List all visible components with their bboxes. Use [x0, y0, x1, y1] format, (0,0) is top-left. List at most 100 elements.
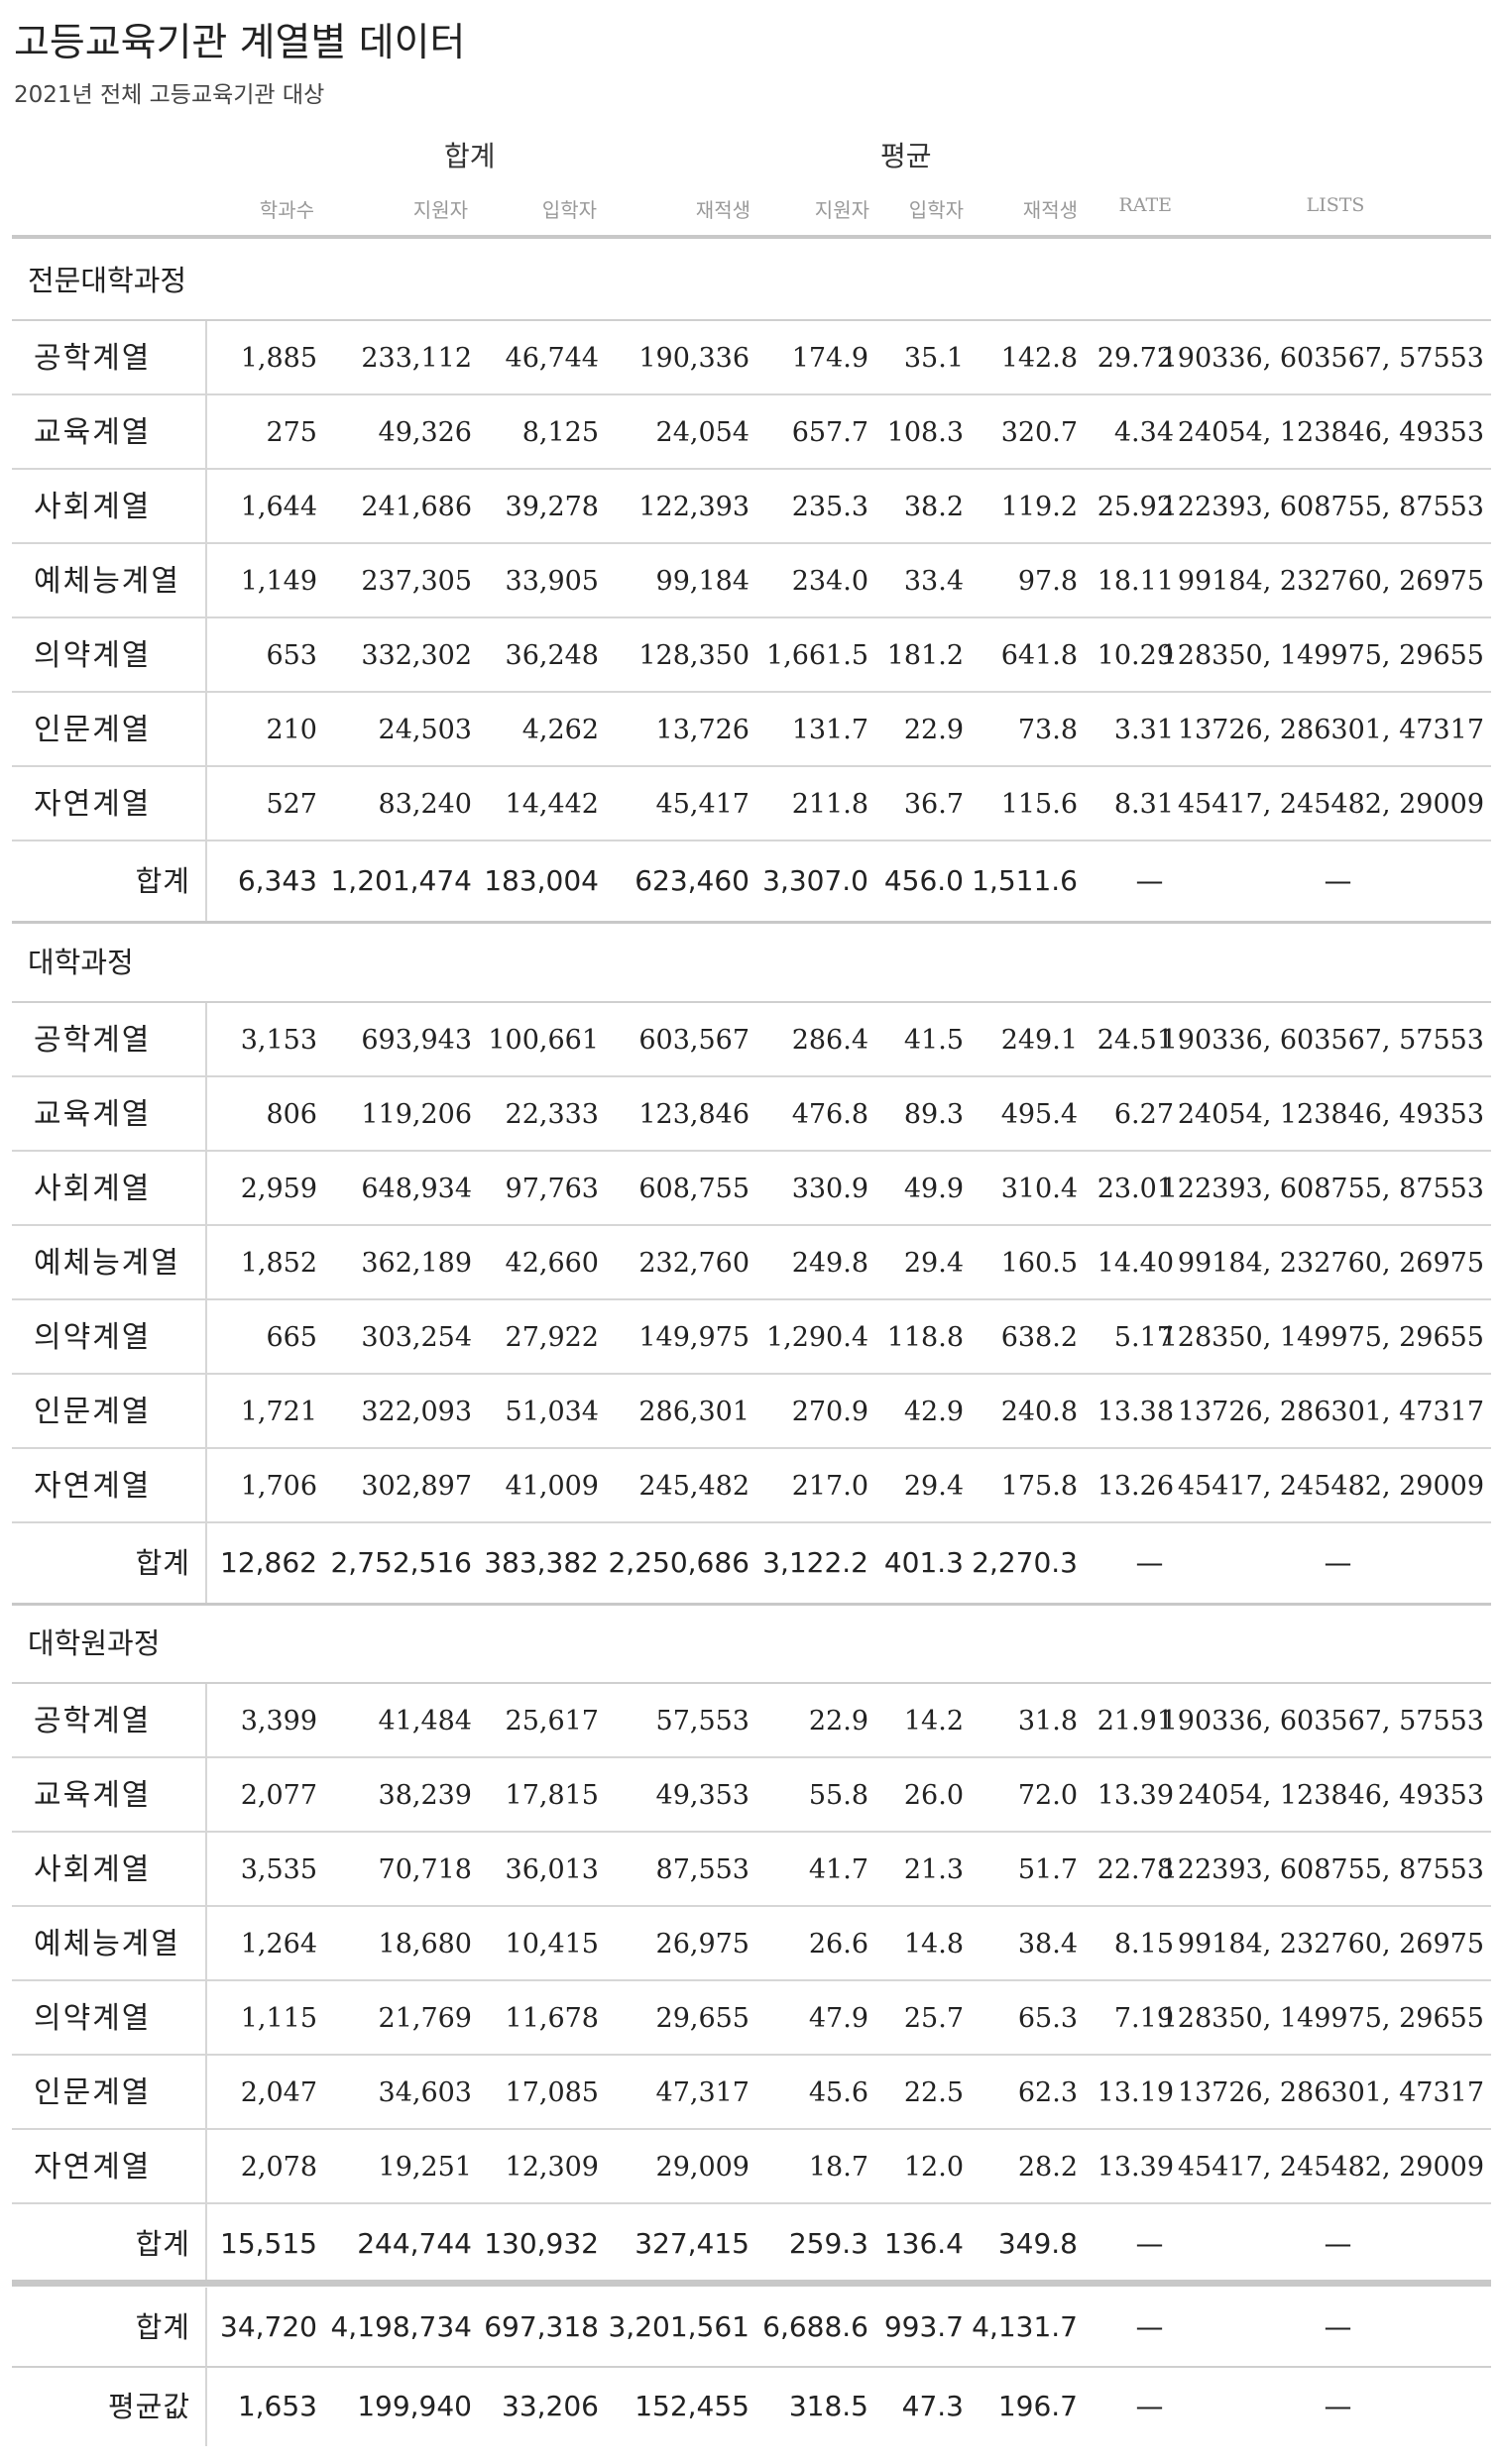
- cell-avg-applicants: 3,307.0: [762, 864, 868, 897]
- cell-avg-applicants: 18.7: [808, 2152, 868, 2183]
- row-label: 사회계열: [34, 1172, 152, 1206]
- cell-departments: 1,885: [240, 343, 317, 374]
- row-label: 자연계열: [34, 1469, 152, 1504]
- row-divider: [12, 1224, 1491, 1226]
- cell-admitted: 383,382: [484, 1546, 599, 1579]
- cell-avg-applicants: 286.4: [791, 1025, 868, 1056]
- cell-rate: 13.39: [1097, 2152, 1174, 2183]
- cell-departments: 6,343: [237, 864, 317, 897]
- cell-departments: 653: [266, 640, 317, 671]
- cell-enrolled: 57,553: [655, 1706, 750, 1736]
- col-header-enrolled: 재적생: [695, 198, 750, 222]
- cell-avg-admitted: 36.7: [903, 789, 964, 820]
- table-row: 인문계열 1,721 322,093 51,034 286,301 270.9 42.9 24…: [12, 1375, 1491, 1449]
- cell-avg-enrolled: 28.2: [1017, 2152, 1078, 2183]
- cell-enrolled: 2,250,686: [608, 1546, 750, 1579]
- cell-enrolled: 87,553: [655, 1854, 750, 1885]
- cell-enrolled: 327,415: [635, 2227, 750, 2260]
- cell-avg-enrolled: 73.8: [1017, 715, 1078, 745]
- cell-admitted: 27,922: [505, 1322, 599, 1353]
- cell-rate: —: [1135, 2310, 1164, 2343]
- cell-avg-enrolled: 349.8: [997, 2227, 1078, 2260]
- cell-rate: 8.15: [1113, 1929, 1174, 1960]
- cell-avg-admitted: 14.8: [903, 1929, 964, 1960]
- cell-admitted: 22,333: [505, 1099, 599, 1130]
- cell-applicants: 24,503: [378, 715, 472, 745]
- cell-applicants: 1,201,474: [330, 864, 472, 897]
- table-row: 자연계열 1,706 302,897 41,009 245,482 217.0 29.4 17…: [12, 1449, 1491, 1523]
- cell-avg-admitted: 47.3: [901, 2390, 964, 2422]
- row-divider: [12, 468, 1491, 470]
- section-end-rule: [12, 1603, 1491, 1606]
- cell-departments: 1,644: [240, 492, 317, 522]
- cell-admitted: 17,085: [505, 2077, 599, 2108]
- cell-lists: 122393, 608755, 87553: [1160, 492, 1484, 522]
- cell-departments: 1,653: [237, 2390, 317, 2422]
- cell-avg-admitted: 993.7: [883, 2310, 964, 2343]
- cell-admitted: 41,009: [505, 1471, 599, 1502]
- table-row: 공학계열 1,885 233,112 46,744 190,336 174.9 35.1 14…: [12, 321, 1491, 395]
- cell-departments: 527: [266, 789, 317, 820]
- cell-enrolled: 623,460: [635, 864, 750, 897]
- label-column-divider: [205, 1003, 207, 1523]
- row-label: 자연계열: [34, 787, 152, 822]
- col-header-avg-admitted: 입학자: [908, 198, 964, 222]
- cell-avg-admitted: 108.3: [886, 417, 964, 448]
- cell-avg-admitted: 38.2: [903, 492, 964, 522]
- cell-lists: 128350, 149975, 29655: [1160, 1322, 1484, 1353]
- table-row: 교육계열 275 49,326 8,125 24,054 657.7 108.3 320.7 4…: [12, 395, 1491, 470]
- cell-avg-applicants: 318.5: [788, 2390, 868, 2422]
- section-end-rule: [12, 2284, 1491, 2287]
- cell-lists: —: [1324, 2390, 1352, 2422]
- cell-avg-enrolled: 62.3: [1017, 2077, 1078, 2108]
- cell-enrolled: 608,755: [638, 1174, 750, 1204]
- total-label-divider: [205, 1523, 207, 1603]
- table-row: 예체능계열 1,149 237,305 33,905 99,184 234.0 33.4 97…: [12, 544, 1491, 618]
- row-label: 공학계열: [34, 1704, 152, 1738]
- table-row: 인문계열 2,047 34,603 17,085 47,317 45.6 22.5 62.3 1…: [12, 2056, 1491, 2130]
- cell-enrolled: 99,184: [655, 566, 750, 597]
- cell-departments: 3,535: [240, 1854, 317, 1885]
- cell-avg-enrolled: 119.2: [1000, 492, 1078, 522]
- cell-avg-admitted: 14.2: [903, 1706, 964, 1736]
- cell-rate: —: [1135, 864, 1164, 897]
- cell-rate: 29.72: [1097, 343, 1174, 374]
- cell-admitted: 11,678: [505, 2003, 599, 2034]
- cell-lists: 122393, 608755, 87553: [1160, 1854, 1484, 1885]
- cell-avg-applicants: 22.9: [808, 1706, 868, 1736]
- cell-admitted: 36,013: [505, 1854, 599, 1885]
- cell-avg-admitted: 29.4: [903, 1248, 964, 1279]
- cell-rate: 23.01: [1097, 1174, 1174, 1204]
- total-label: 평균값: [107, 2390, 190, 2423]
- cell-avg-admitted: 12.0: [903, 2152, 964, 2183]
- cell-avg-admitted: 22.5: [903, 2077, 964, 2108]
- cell-avg-enrolled: 495.4: [1000, 1099, 1078, 1130]
- cell-applicants: 19,251: [378, 2152, 472, 2183]
- cell-lists: 190336, 603567, 57553: [1160, 1025, 1484, 1056]
- label-column-divider: [205, 321, 207, 841]
- cell-lists: 99184, 232760, 26975: [1177, 566, 1484, 597]
- row-divider: [12, 2054, 1491, 2056]
- row-label: 의약계열: [34, 2001, 152, 2036]
- row-label: 예체능계열: [34, 564, 180, 599]
- section-rule: [12, 1682, 1491, 1684]
- cell-admitted: 33,905: [505, 566, 599, 597]
- total-label-divider: [205, 2367, 207, 2446]
- table-row: 의약계열 653 332,302 36,248 128,350 1,661.5 181.2 6…: [12, 618, 1491, 693]
- cell-enrolled: 245,482: [638, 1471, 750, 1502]
- cell-avg-admitted: 118.8: [886, 1322, 964, 1353]
- cell-rate: 13.39: [1097, 1780, 1174, 1811]
- cell-avg-admitted: 29.4: [903, 1471, 964, 1502]
- cell-applicants: 83,240: [378, 789, 472, 820]
- cell-lists: 128350, 149975, 29655: [1160, 2003, 1484, 2034]
- cell-avg-applicants: 259.3: [788, 2227, 868, 2260]
- cell-rate: 13.19: [1097, 2077, 1174, 2108]
- cell-departments: 275: [266, 417, 317, 448]
- cell-rate: 18.11: [1097, 566, 1174, 597]
- cell-departments: 2,078: [240, 2152, 317, 2183]
- row-label: 교육계열: [34, 1778, 152, 1813]
- cell-applicants: 18,680: [378, 1929, 472, 1960]
- cell-avg-enrolled: 72.0: [1017, 1780, 1078, 1811]
- cell-enrolled: 26,975: [655, 1929, 750, 1960]
- cell-enrolled: 190,336: [638, 343, 750, 374]
